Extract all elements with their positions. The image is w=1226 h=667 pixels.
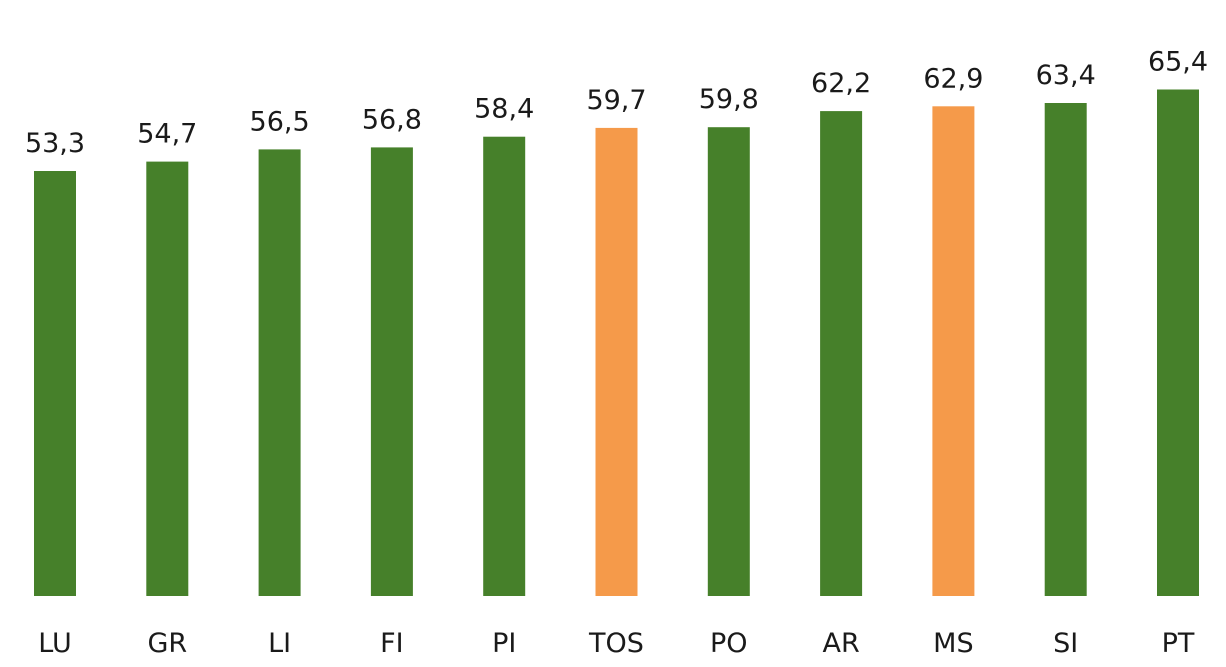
tick-label-lu: LU	[38, 628, 71, 659]
data-label-si: 63,4	[1036, 60, 1096, 91]
data-label-gr: 54,7	[137, 119, 197, 150]
data-label-pi: 58,4	[474, 94, 534, 125]
tick-label-po: PO	[710, 628, 748, 659]
data-label-ar: 62,2	[811, 68, 871, 99]
bar-ms	[930, 104, 977, 599]
data-label-tos: 59,7	[586, 85, 646, 116]
tick-label-fi: FI	[380, 628, 404, 659]
data-label-lu: 53,3	[25, 128, 85, 159]
bar-pi	[481, 134, 528, 598]
bars-group	[32, 87, 1201, 599]
tick-label-ar: AR	[822, 628, 859, 659]
bar-tos	[593, 125, 640, 599]
bar-si	[1042, 101, 1089, 598]
bar-ar	[818, 109, 865, 598]
tick-label-ms: MS	[933, 628, 973, 659]
tick-label-si: SI	[1053, 628, 1078, 659]
data-labels-group: 53,3 54,7 56,5 56,8 58,4 59,7 59,8 62,2 62,9 63,4…	[25, 47, 1208, 160]
bar-po	[705, 125, 752, 598]
tick-label-pt: PT	[1162, 628, 1195, 659]
bar-gr	[144, 159, 191, 598]
tick-label-li: LI	[268, 628, 291, 659]
bar-pt	[1155, 87, 1201, 598]
tick-label-pi: PI	[492, 628, 516, 659]
x-axis-tick-labels: LU GR LI FI PI TOS PO AR MS SI PT	[38, 628, 1195, 659]
data-label-ms: 62,9	[923, 63, 983, 94]
tick-label-tos: TOS	[588, 628, 644, 659]
data-label-pt: 65,4	[1148, 47, 1208, 78]
bar-fi	[368, 145, 415, 598]
tick-label-gr: GR	[147, 628, 187, 659]
data-label-li: 56,5	[250, 106, 310, 137]
bar-li	[256, 147, 303, 598]
bar-lu	[32, 169, 78, 598]
data-label-fi: 56,8	[362, 104, 422, 135]
data-label-po: 59,8	[699, 84, 759, 115]
